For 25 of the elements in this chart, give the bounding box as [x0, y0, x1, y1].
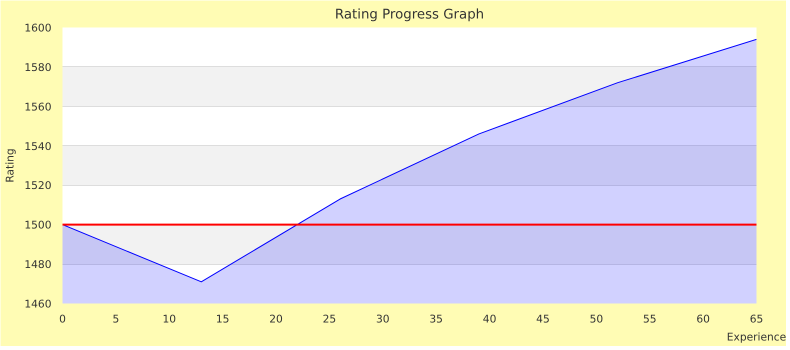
x-tick-label: 35 — [429, 312, 443, 326]
x-axis-title: Experience — [726, 330, 786, 344]
y-tick-label: 1520 — [24, 179, 52, 192]
y-tick-label: 1600 — [24, 22, 52, 34]
x-tick-label: 60 — [696, 312, 710, 326]
x-tick-label: 10 — [162, 312, 176, 326]
y-tick-label: 1540 — [24, 140, 52, 153]
x-tick-label: 15 — [216, 312, 230, 326]
y-tick-label: 1460 — [24, 298, 52, 310]
x-tick-label: 5 — [112, 312, 120, 326]
y-tick-label: 1580 — [24, 60, 52, 74]
x-tick-label: 50 — [590, 312, 604, 326]
chart-title: Rating Progress Graph — [334, 8, 484, 22]
y-tick-label: 1500 — [24, 218, 52, 232]
x-tick-label: 45 — [536, 312, 550, 326]
x-tick-label: 0 — [59, 312, 66, 326]
x-tick-label: 30 — [376, 312, 390, 326]
x-tick-label: 55 — [642, 312, 657, 326]
x-tick-label: 25 — [322, 312, 336, 326]
x-tick-label: 40 — [482, 312, 497, 326]
x-tick-label: 20 — [269, 312, 284, 326]
y-tick-label: 1480 — [24, 258, 52, 272]
y-axis-title: Rating — [3, 148, 16, 183]
y-tick-label: 1560 — [24, 100, 52, 114]
x-tick-label: 65 — [750, 312, 764, 326]
